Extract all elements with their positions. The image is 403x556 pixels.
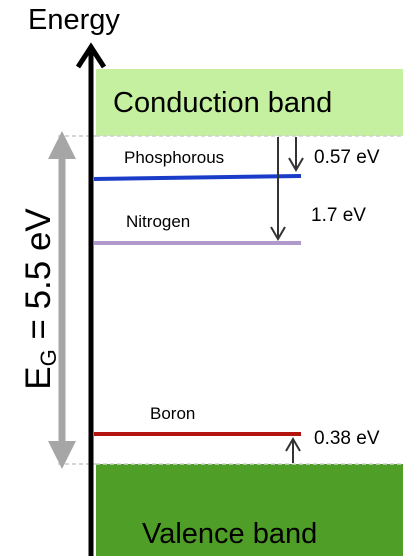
nitrogen-energy-label: 1.7 eV bbox=[311, 205, 366, 226]
band-gap-symbol: E bbox=[19, 366, 58, 390]
boron-energy-label: 0.38 eV bbox=[314, 428, 380, 449]
band-gap-subscript: G bbox=[36, 349, 61, 367]
conduction-band bbox=[96, 69, 403, 136]
boron-label: Boron bbox=[150, 404, 196, 423]
phosphorous-arrow-head bbox=[288, 157, 304, 172]
boron-arrow-head bbox=[285, 437, 301, 452]
band-gap-label: EG = 5.5 eV bbox=[19, 208, 61, 390]
valence-band-label: Valence band bbox=[142, 518, 318, 550]
conduction-band-label: Conduction band bbox=[113, 87, 333, 119]
valence-band bbox=[96, 464, 403, 556]
phosphorous-level-line bbox=[93, 174, 302, 181]
energy-axis-arrowhead bbox=[75, 42, 107, 69]
energy-axis-title: Energy bbox=[28, 4, 120, 36]
phosphorous-energy-label: 0.57 eV bbox=[314, 147, 380, 168]
nitrogen-label: Nitrogen bbox=[126, 212, 191, 231]
nitrogen-arrow-head bbox=[270, 226, 286, 241]
phosphorous-label: Phosphorous bbox=[124, 148, 225, 167]
band-gap-value: = 5.5 eV bbox=[19, 208, 58, 350]
